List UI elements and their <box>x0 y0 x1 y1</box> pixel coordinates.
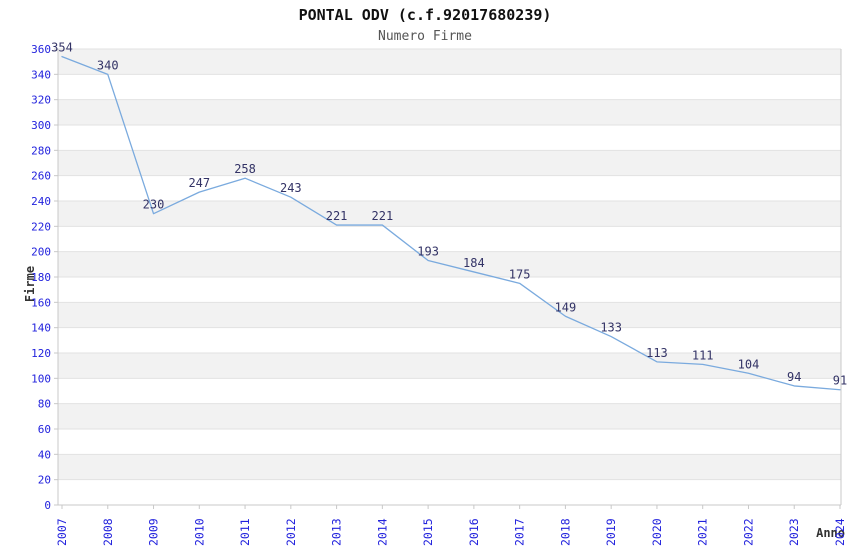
y-tick-label: 140 <box>31 322 51 335</box>
y-tick-label: 180 <box>31 271 51 284</box>
x-axis-title: Anno <box>816 526 845 540</box>
point-label: 111 <box>692 348 714 362</box>
x-tick-label: 2013 <box>330 518 344 546</box>
x-tick-label: 2019 <box>604 518 618 546</box>
point-label: 133 <box>600 321 622 335</box>
point-label: 104 <box>738 357 760 371</box>
x-tick-label: 2024 <box>833 518 847 546</box>
grid-band <box>58 454 841 480</box>
x-tick-label: 2007 <box>55 518 69 546</box>
grid-band <box>58 403 841 429</box>
y-tick-label: 120 <box>31 347 51 360</box>
point-label: 193 <box>417 245 439 259</box>
y-tick-label: 300 <box>31 119 51 132</box>
point-label: 175 <box>509 267 531 281</box>
y-tick-label: 340 <box>31 68 51 81</box>
grid-band <box>58 49 841 75</box>
y-tick-label: 60 <box>38 423 51 436</box>
point-label: 258 <box>234 162 256 176</box>
x-tick-label: 2012 <box>284 518 298 546</box>
data-series-line <box>61 55 841 391</box>
y-tick-label: 160 <box>31 296 51 309</box>
x-tick-label: 2020 <box>650 518 664 546</box>
grid-band <box>58 150 841 176</box>
y-tick-label: 320 <box>31 94 51 107</box>
x-tick-label: 2016 <box>467 518 481 546</box>
point-label: 247 <box>188 176 210 190</box>
y-tick-label: 40 <box>38 448 51 461</box>
x-tick-label: 2021 <box>696 518 710 546</box>
x-tick-label: 2011 <box>238 518 252 546</box>
y-tick-label: 360 <box>31 43 51 56</box>
y-tick-label: 200 <box>31 246 51 259</box>
x-tick-label: 2008 <box>101 518 115 546</box>
y-tick-label: 220 <box>31 220 51 233</box>
point-label: 113 <box>646 346 668 360</box>
x-tick-label: 2009 <box>147 518 161 546</box>
x-tick-label: 2010 <box>192 518 206 546</box>
y-tick-label: 280 <box>31 144 51 157</box>
y-tick-label: 0 <box>44 499 51 512</box>
grid-band <box>58 99 841 125</box>
chart-subtitle: Numero Firme <box>378 29 472 44</box>
point-label: 243 <box>280 181 302 195</box>
y-tick-label: 20 <box>38 474 51 487</box>
x-tick-label: 2014 <box>375 518 389 546</box>
point-label: 184 <box>463 256 485 270</box>
grid-band <box>58 302 841 328</box>
point-label: 91 <box>833 374 847 388</box>
y-tick-label: 80 <box>38 398 51 411</box>
grid-band <box>58 353 841 379</box>
point-label: 230 <box>143 198 165 212</box>
x-tick-label: 2015 <box>421 518 435 546</box>
point-label: 94 <box>787 370 801 384</box>
point-label: 149 <box>555 300 577 314</box>
x-tick-label: 2017 <box>513 518 527 546</box>
point-label: 221 <box>372 209 394 223</box>
grid-band <box>58 251 841 277</box>
chart-title: PONTAL ODV (c.f.92017680239) <box>298 6 552 24</box>
y-tick-label: 260 <box>31 170 51 183</box>
x-tick-label: 2022 <box>741 518 755 546</box>
x-tick-label: 2023 <box>787 518 801 546</box>
point-label: 354 <box>51 41 73 55</box>
point-label: 340 <box>97 58 119 72</box>
y-tick-label: 240 <box>31 195 51 208</box>
x-tick-label: 2018 <box>558 518 572 546</box>
y-tick-label: 100 <box>31 372 51 385</box>
grid-band <box>58 201 841 227</box>
point-label: 221 <box>326 209 348 223</box>
